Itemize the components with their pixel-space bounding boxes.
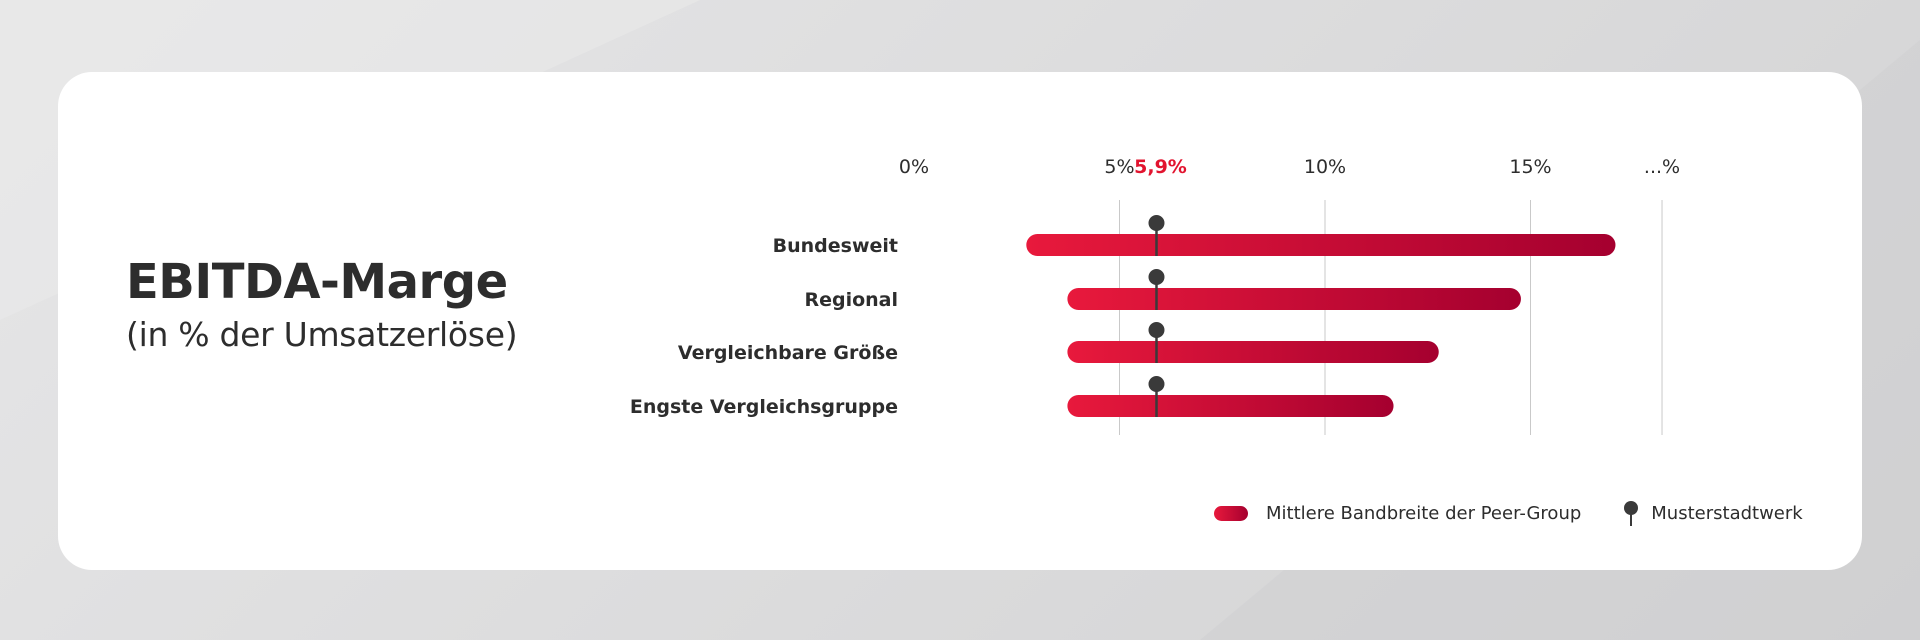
legend-marker-label: Musterstadtwerk — [1651, 502, 1803, 524]
x-tick-label: ...% — [1644, 156, 1680, 178]
title-block: EBITDA-Marge (in % der Umsatzerlöse) — [126, 254, 518, 354]
highlight-tick-label: 5,9% — [1134, 156, 1187, 178]
chart-title: EBITDA-Marge — [126, 254, 508, 310]
x-tick-label: 0% — [899, 156, 929, 178]
category-label: Engste Vergleichsgruppe — [630, 396, 898, 418]
marker-pin-head — [1148, 269, 1165, 285]
marker-pin-head — [1148, 322, 1165, 338]
x-tick-label: 10% — [1304, 156, 1346, 178]
x-tick-label: 5% — [1104, 156, 1134, 178]
range-bar — [1026, 234, 1616, 256]
range-bar — [1067, 341, 1439, 363]
range-bar — [1067, 395, 1394, 417]
legend-range-label: Mittlere Bandbreite der Peer-Group — [1266, 502, 1582, 524]
chart-card: EBITDA-Marge (in % der Umsatzerlöse) — [58, 72, 1862, 570]
legend-range-swatch — [1214, 505, 1248, 521]
range-bar — [1067, 288, 1521, 310]
chart-subtitle: (in % der Umsatzerlöse) — [126, 315, 518, 354]
legend-marker-pin-icon — [1623, 499, 1639, 527]
category-label: Vergleichbare Größe — [678, 342, 898, 364]
marker-pin-head — [1148, 376, 1165, 392]
category-label: Bundesweit — [773, 235, 898, 257]
marker-pin-head — [1148, 215, 1165, 231]
category-label: Regional — [804, 289, 898, 311]
legend: Mittlere Bandbreite der Peer-Group Muste… — [1214, 499, 1803, 527]
x-tick-label: 15% — [1509, 156, 1551, 178]
